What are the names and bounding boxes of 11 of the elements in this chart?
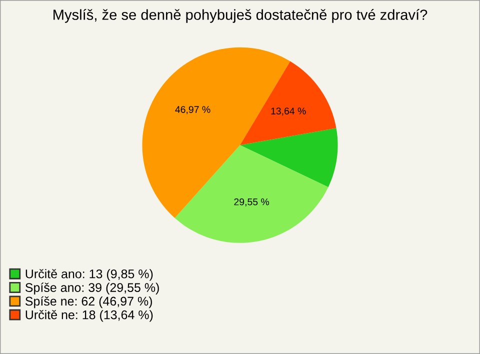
data-label: 46,97 %	[175, 106, 210, 114]
data-label: 13,64 %	[271, 108, 306, 116]
pie-slice	[174, 145, 328, 243]
legend-label: Spíše ne: 62 (46,97 %)	[25, 296, 152, 308]
legend-label: Určitě ano: 13 (9,85 %)	[26, 269, 153, 281]
pie-slice	[240, 61, 336, 146]
data-label: 29,55 %	[234, 198, 270, 206]
legend-label: Určitě ne: 18 (13,64 %)	[26, 310, 153, 322]
pie-slice	[240, 128, 338, 188]
chart-title: Myslíš, že se denně pohybuješ dostatečně pro tvé zdraví?	[54, 9, 428, 23]
legend-label: Spíše ano: 39 (29,55 %)	[25, 282, 159, 294]
